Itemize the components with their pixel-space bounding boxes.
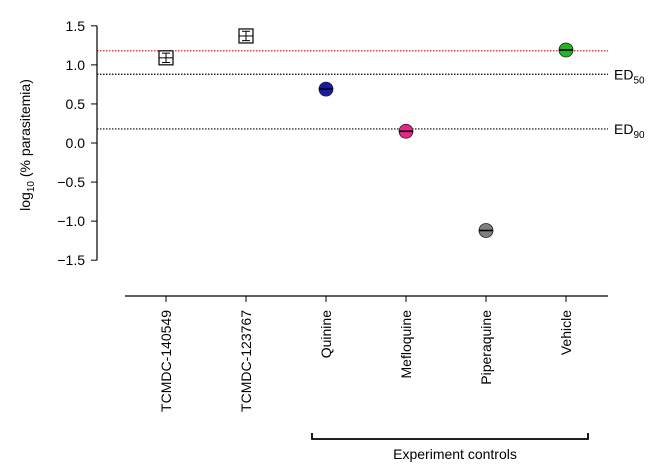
x-category-label: Vehicle <box>558 310 574 355</box>
y-axis-title-base: log <box>17 192 33 211</box>
bracket-line <box>311 433 589 440</box>
x-category-label: TCMDC-123767 <box>238 310 254 412</box>
y-tick-label: −1.0 <box>57 213 85 229</box>
data-point <box>478 223 494 238</box>
x-category-label: Quinine <box>318 310 334 358</box>
x-category-label: TCMDC-140549 <box>158 310 174 412</box>
x-category-label: Piperaquine <box>478 310 494 385</box>
y-tick-label: −0.5 <box>57 174 85 190</box>
y-tick-label: 0.5 <box>66 96 86 112</box>
experiment-controls-bracket: Experiment controls <box>311 433 589 462</box>
reference-line-label: ED50 <box>614 66 645 86</box>
y-tick-label: 1.0 <box>66 57 86 73</box>
y-tick-label: 1.5 <box>66 18 86 34</box>
bracket-label: Experiment controls <box>393 446 517 462</box>
data-point <box>398 123 414 139</box>
y-axis-title-rest: (% parasitemia) <box>17 79 33 181</box>
data-points <box>158 28 574 238</box>
y-axis-title: log10 (% parasitemia) <box>17 79 37 211</box>
data-point <box>238 28 254 44</box>
reference-lines: ED50 ED90 <box>97 50 645 141</box>
data-point <box>318 81 334 97</box>
data-point <box>158 50 174 66</box>
y-tick-label: −1.5 <box>57 252 85 268</box>
data-point <box>558 42 574 58</box>
x-axis: TCMDC-140549 TCMDC-123767 Quinine Mefloquin… <box>125 295 608 412</box>
y-axis-title-sub: 10 <box>26 181 37 193</box>
reference-line-label: ED90 <box>614 121 645 141</box>
y-axis: 1.5 1.0 0.5 0.0 −0.5 −1.0 −1.5 <box>57 18 98 268</box>
x-category-label: Mefloquine <box>398 310 414 379</box>
y-tick-label: 0.0 <box>66 135 86 151</box>
